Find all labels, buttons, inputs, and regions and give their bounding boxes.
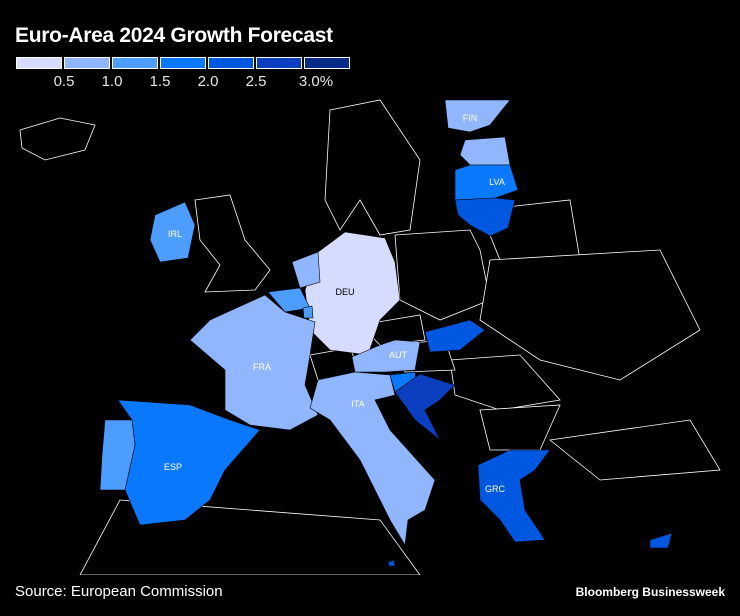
country-nld <box>291 251 321 289</box>
country-label-deu: DEU <box>335 287 354 297</box>
legend-swatch <box>304 57 350 69</box>
legend-swatch <box>16 57 62 69</box>
country-ita <box>309 371 436 546</box>
brand-logo: Bloomberg Businessweek <box>575 585 725 599</box>
country-label-lva: LVA <box>489 177 505 187</box>
country-label-ita: ITA <box>351 399 364 409</box>
country-est <box>459 136 511 166</box>
non-euro-countries <box>19 99 721 575</box>
source-note: Source: European Commission <box>15 583 223 600</box>
country-lux <box>302 305 314 319</box>
romania-serbia <box>449 354 561 411</box>
legend-ticks: 0.5 1.0 1.5 2.0 2.5 3.0% <box>16 73 352 91</box>
legend-tick: 2.0 <box>197 73 219 90</box>
country-svk <box>424 319 486 353</box>
ukraine <box>479 249 701 381</box>
turkey <box>549 419 721 481</box>
legend-swatch <box>208 57 254 69</box>
country-aut <box>351 339 421 373</box>
country-cyp <box>649 532 673 549</box>
country-mlt <box>387 559 396 567</box>
country-label-irl: IRL <box>168 229 182 239</box>
legend-tick: 1.5 <box>149 73 171 90</box>
country-ltu <box>454 197 516 237</box>
legend-tick: 3.0% <box>298 73 334 90</box>
country-label-aut: AUT <box>389 350 408 360</box>
country-lva <box>454 164 519 201</box>
north-africa <box>79 499 421 575</box>
country-label-esp: ESP <box>164 462 182 472</box>
great-britain <box>194 194 271 293</box>
legend-swatch <box>112 57 158 69</box>
map-title: Euro-Area 2024 Growth Forecast <box>15 24 333 47</box>
bulgaria-balkans <box>479 404 561 451</box>
legend-swatch <box>64 57 110 69</box>
country-esp <box>117 399 261 526</box>
legend-swatch <box>160 57 206 69</box>
iceland <box>19 117 96 161</box>
legend-tick: 1.0 <box>101 73 123 90</box>
country-prt <box>99 419 136 491</box>
country-fra <box>189 294 319 431</box>
country-label-fin: FIN <box>463 113 478 123</box>
legend-tick: 2.5 <box>245 73 267 90</box>
legend-tick: 0.5 <box>53 73 75 90</box>
color-legend <box>16 57 350 69</box>
legend-swatch <box>256 57 302 69</box>
scandinavia <box>324 99 421 236</box>
poland <box>394 229 491 321</box>
country-fin <box>444 99 511 133</box>
country-irl <box>149 201 196 263</box>
country-hrv <box>394 373 456 441</box>
country-label-fra: FRA <box>253 362 271 372</box>
europe-map: FIN LVA IRL DEU FRA AUT ITA ESP GRC <box>19 99 721 575</box>
country-grc <box>477 449 551 543</box>
country-label-grc: GRC <box>485 484 506 494</box>
